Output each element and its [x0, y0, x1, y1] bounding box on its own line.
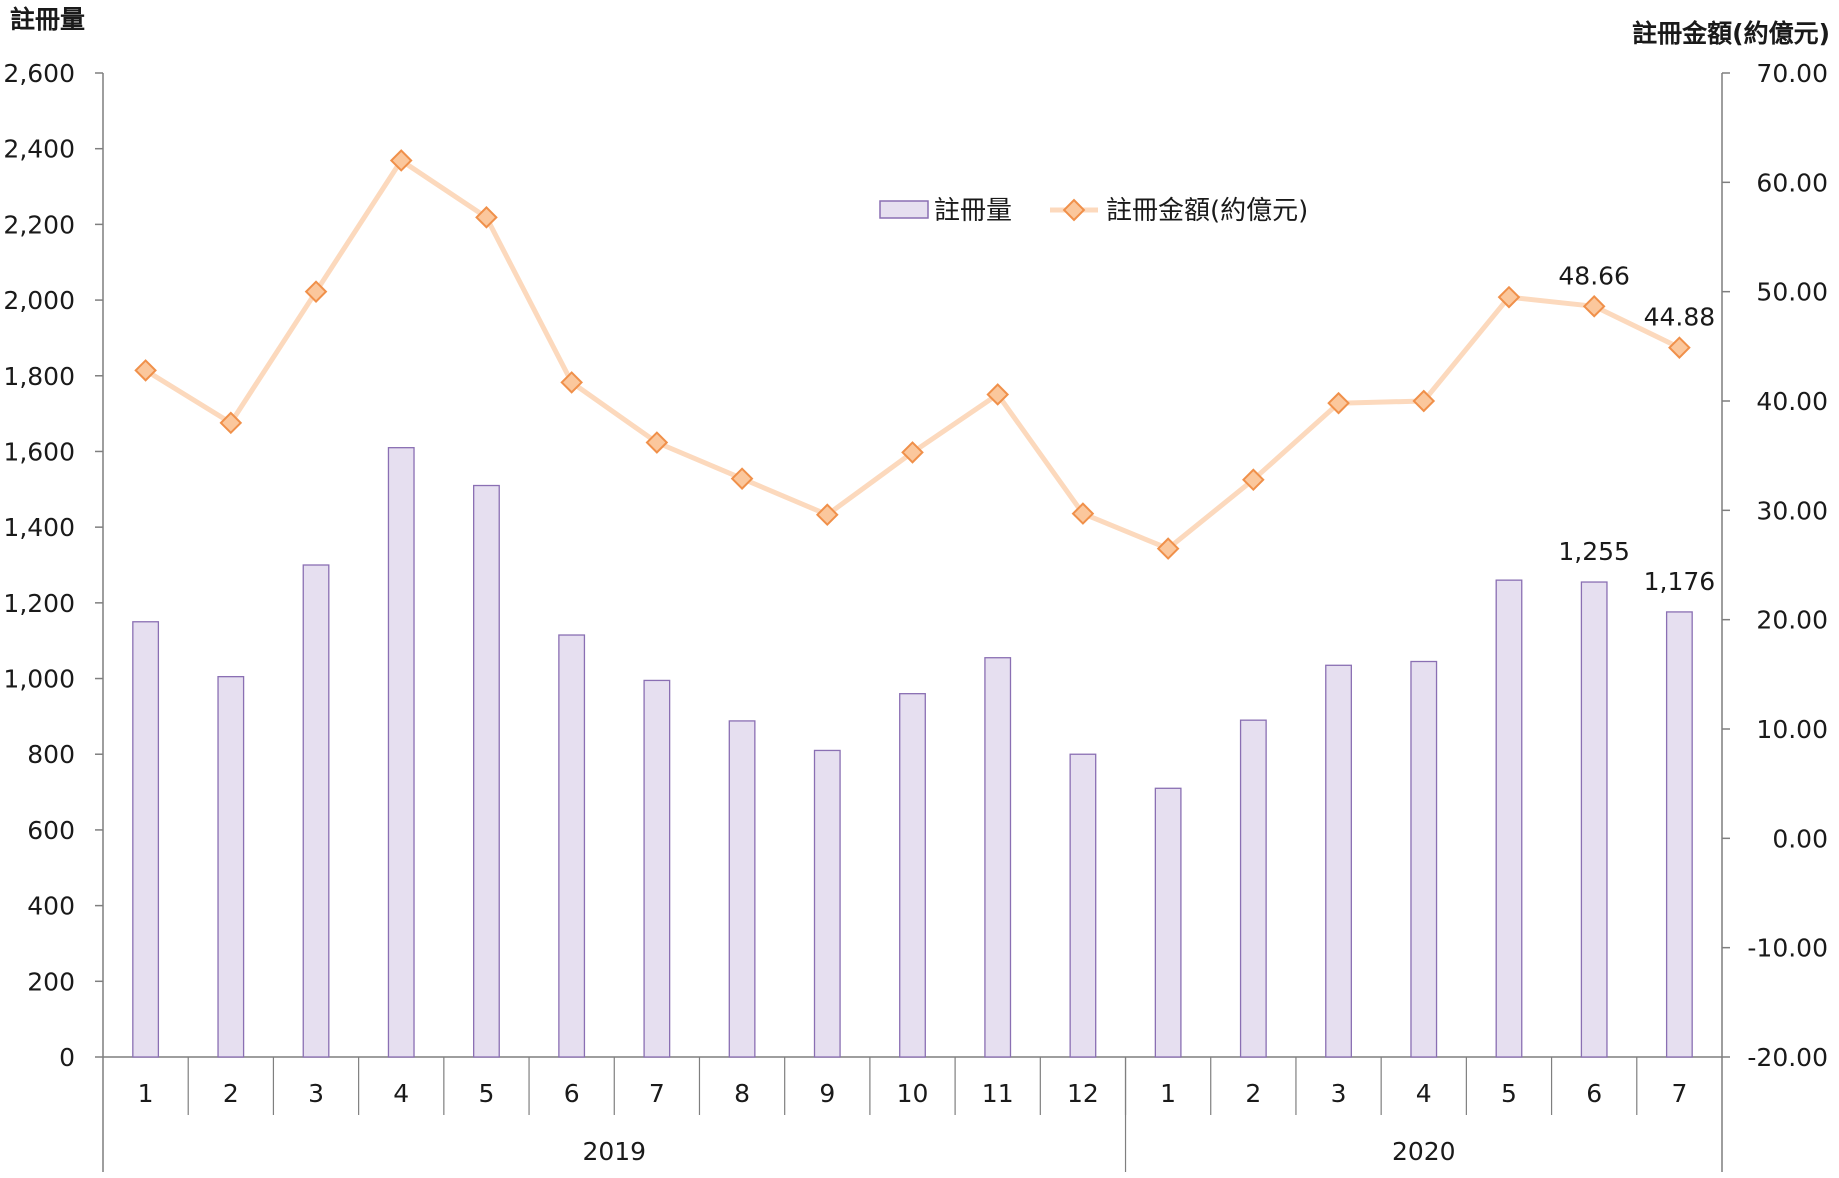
bar	[302, 564, 330, 1058]
line-point	[1497, 285, 1521, 309]
x-tick-label: 3	[308, 1079, 324, 1108]
y-right-tick-label: 60.00	[1756, 168, 1828, 197]
y-left-tick-label: 1,800	[3, 362, 75, 391]
x-tick-label: 2	[1245, 1079, 1261, 1108]
data-label: 48.66	[1558, 261, 1630, 290]
y-left-tick-label: 1,200	[3, 589, 75, 618]
y-right-tick-label: 50.00	[1756, 278, 1828, 307]
line-point	[219, 411, 243, 435]
x-tick-label: 5	[478, 1079, 494, 1108]
bar	[1665, 611, 1693, 1058]
bar	[1580, 581, 1608, 1058]
data-label: 1,255	[1558, 537, 1630, 566]
legend: 註冊量 註冊金額(約億元)	[879, 196, 1308, 226]
x-tick-label: 7	[649, 1079, 665, 1108]
x-group-label: 2019	[582, 1137, 646, 1166]
y-right-tick-label: 0.00	[1772, 824, 1828, 853]
bar	[1154, 787, 1182, 1058]
data-labels: 1,255 1,176 48.66 44.88	[1558, 261, 1715, 596]
bar	[643, 679, 671, 1058]
x-tick-label: 7	[1671, 1079, 1687, 1108]
x-tick-label: 1	[1160, 1079, 1176, 1108]
bar	[984, 657, 1012, 1058]
x-tick-label: 11	[982, 1079, 1014, 1108]
line-point	[1242, 468, 1265, 492]
x-tick-label: 2	[223, 1079, 239, 1108]
axes: 0 200 400 600 800 1,000 1,200 1,400 1,600 1,800 2,…	[3, 59, 1828, 1172]
y-left-tick-label: 1,600	[3, 437, 75, 466]
line-point	[1582, 295, 1606, 318]
bar	[558, 634, 586, 1058]
line-point	[304, 280, 328, 303]
line-point	[730, 467, 754, 490]
x-tick-label: 10	[897, 1079, 929, 1108]
y-left-tick-label: 2,000	[3, 286, 75, 315]
y-right-tick-label: -20.00	[1747, 1043, 1828, 1072]
line-series	[134, 149, 1691, 560]
bar	[1495, 579, 1523, 1058]
y-left-tick-label: 1,400	[3, 513, 75, 542]
line-point	[901, 441, 924, 464]
data-label: 44.88	[1644, 303, 1716, 332]
bar	[899, 693, 926, 1058]
y-right-tick-label: 30.00	[1756, 496, 1828, 525]
y-right-axis-title: 註冊金額(約億元)	[1632, 19, 1830, 48]
x-tick-label: 6	[1586, 1079, 1602, 1108]
y-left-tick-label: 2,200	[3, 210, 75, 239]
x-group-label: 2020	[1392, 1137, 1456, 1166]
line-point	[1668, 336, 1691, 359]
bar	[387, 447, 415, 1058]
bar	[1410, 660, 1438, 1058]
y-left-tick-label: 0	[59, 1043, 75, 1072]
y-right-tick-label: 70.00	[1756, 59, 1828, 88]
y-left-tick-label: 800	[27, 740, 75, 769]
bar	[1239, 719, 1267, 1058]
line-point	[560, 371, 583, 394]
x-tick-label: 6	[564, 1079, 580, 1108]
line-point	[645, 431, 669, 454]
y-right-tick-label: 20.00	[1756, 606, 1828, 635]
line-point	[1327, 391, 1350, 415]
y-right-tick-label: -10.00	[1747, 934, 1828, 963]
bar	[132, 621, 160, 1058]
y-right-tick-label: 10.00	[1756, 715, 1828, 744]
x-tick-label: 12	[1067, 1079, 1099, 1108]
y-left-axis-title: 註冊量	[10, 5, 85, 34]
bar	[813, 749, 841, 1058]
y-left-tick-label: 2,600	[3, 59, 75, 88]
x-tick-label: 9	[819, 1079, 835, 1108]
x-tick-label: 3	[1331, 1079, 1347, 1108]
y-left-tick-label: 200	[27, 967, 75, 996]
line-point	[1412, 389, 1436, 413]
legend-line-label: 註冊金額(約億元)	[1106, 196, 1308, 226]
line-point	[986, 383, 1010, 406]
y-left-tick-label: 400	[27, 892, 75, 921]
legend-line-marker	[1062, 198, 1086, 222]
bar	[728, 720, 756, 1058]
y-right-tick-label: 40.00	[1756, 387, 1828, 416]
bar	[1325, 664, 1352, 1058]
x-tick-label: 1	[138, 1079, 154, 1108]
bar	[473, 484, 500, 1058]
legend-bar-label: 註冊量	[934, 196, 1012, 226]
x-tick-label: 4	[393, 1079, 409, 1108]
bar	[217, 675, 245, 1058]
line-point	[389, 149, 413, 172]
x-tick-label: 8	[734, 1079, 750, 1108]
line-point	[134, 359, 157, 382]
y-left-tick-label: 1,000	[3, 665, 75, 694]
bar	[1069, 753, 1097, 1058]
line-point	[1156, 537, 1180, 560]
y-left-tick-label: 600	[27, 816, 75, 845]
data-label: 1,176	[1644, 567, 1716, 596]
line-point	[1071, 502, 1095, 525]
line-point	[815, 503, 839, 527]
legend-bar-swatch	[879, 200, 929, 219]
y-left-tick-label: 2,400	[3, 135, 75, 164]
bar-series	[132, 447, 1693, 1058]
x-tick-label: 4	[1416, 1079, 1432, 1108]
line-point	[475, 206, 498, 229]
x-tick-label: 5	[1501, 1079, 1517, 1108]
